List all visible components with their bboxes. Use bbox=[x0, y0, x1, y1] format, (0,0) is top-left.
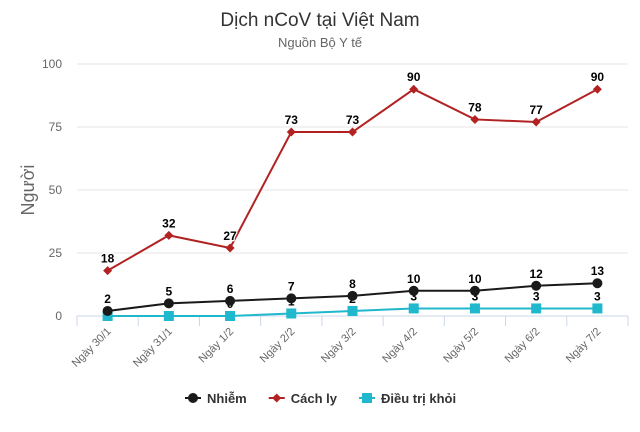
x-tick-label: Ngày 3/2 bbox=[319, 326, 359, 366]
data-point bbox=[348, 127, 357, 137]
data-point bbox=[470, 114, 480, 124]
x-tick-label: Ngày 7/2 bbox=[564, 326, 604, 366]
series-1: 18 32 27 73 73 90 78 77 90 bbox=[100, 69, 606, 276]
data-label: 3 bbox=[472, 289, 479, 303]
data-label: 6 bbox=[227, 282, 234, 296]
data-label: 78 bbox=[468, 100, 482, 114]
data-label: 13 bbox=[591, 264, 605, 278]
data-point bbox=[102, 311, 113, 321]
data-point bbox=[286, 127, 296, 137]
data-label: 73 bbox=[285, 113, 299, 127]
data-point bbox=[163, 311, 174, 321]
legend-label: Nhiễm bbox=[207, 391, 247, 406]
y-axis-label: Người bbox=[18, 165, 38, 216]
data-label: 27 bbox=[223, 229, 237, 243]
legend-item[interactable]: Điều trị khỏi bbox=[358, 391, 456, 406]
x-tick-label: Ngày 1/2 bbox=[197, 326, 237, 366]
data-point bbox=[592, 278, 603, 289]
data-label: 2 bbox=[104, 292, 111, 306]
data-label: 8 bbox=[349, 277, 356, 291]
x-tick-label: Ngày 2/2 bbox=[258, 326, 298, 366]
data-point bbox=[286, 308, 297, 319]
data-label: 3 bbox=[533, 289, 540, 303]
data-point bbox=[347, 290, 358, 301]
data-label: 18 bbox=[101, 252, 115, 266]
data-label: 10 bbox=[407, 272, 421, 286]
y-tick-label: 25 bbox=[49, 246, 63, 260]
data-point bbox=[408, 285, 419, 296]
data-point bbox=[163, 298, 174, 309]
data-point bbox=[469, 285, 480, 296]
data-point bbox=[164, 230, 174, 240]
chart-title: Dịch nCoV tại Việt Nam bbox=[220, 10, 419, 31]
data-label: 73 bbox=[346, 113, 360, 127]
data-point bbox=[102, 305, 113, 316]
data-label: 3 bbox=[410, 289, 417, 303]
y-tick-label: 75 bbox=[49, 120, 63, 134]
x-tick-label: Ngày 5/2 bbox=[441, 326, 481, 366]
x-tick-label: Ngày 4/2 bbox=[380, 326, 420, 366]
data-label: 5 bbox=[165, 284, 172, 298]
data-point bbox=[531, 303, 542, 314]
y-tick-label: 100 bbox=[42, 57, 62, 71]
x-tick-label: Ngày 30/1 bbox=[70, 326, 114, 370]
data-label: 10 bbox=[468, 272, 482, 286]
data-point bbox=[469, 303, 480, 314]
data-label: 90 bbox=[407, 70, 421, 84]
data-point bbox=[408, 303, 419, 314]
data-point bbox=[225, 295, 236, 306]
series-0: 2 5 6 7 8 10 10 12 13 bbox=[102, 263, 606, 316]
legend-item[interactable]: Nhiễm bbox=[185, 391, 247, 406]
data-point bbox=[531, 117, 541, 127]
y-tick-label: 50 bbox=[49, 183, 63, 197]
data-point bbox=[225, 243, 235, 253]
data-label: 12 bbox=[529, 267, 543, 281]
legend-marker bbox=[188, 393, 198, 403]
data-point bbox=[409, 84, 419, 94]
data-point bbox=[531, 280, 542, 291]
legend-label: Cách ly bbox=[291, 391, 338, 406]
data-point bbox=[592, 84, 602, 94]
data-point bbox=[592, 303, 603, 314]
x-tick-label: Ngày 31/1 bbox=[131, 326, 175, 370]
data-label: 90 bbox=[591, 70, 605, 84]
data-point bbox=[347, 305, 358, 316]
data-point bbox=[103, 266, 113, 276]
chart-subtitle: Nguồn Bộ Y tế bbox=[278, 35, 363, 50]
data-label: 7 bbox=[288, 279, 295, 293]
data-label: 32 bbox=[162, 216, 176, 230]
data-label: 3 bbox=[594, 289, 601, 303]
legend-item[interactable]: Cách ly bbox=[268, 391, 338, 406]
data-label: 77 bbox=[529, 103, 543, 117]
data-point bbox=[286, 293, 297, 304]
legend-marker bbox=[361, 393, 372, 403]
legend-marker bbox=[272, 393, 282, 403]
y-tick-label: 0 bbox=[55, 309, 62, 323]
x-tick-label: Ngày 6/2 bbox=[503, 326, 543, 366]
legend-label: Điều trị khỏi bbox=[381, 391, 456, 406]
data-point bbox=[225, 311, 236, 321]
